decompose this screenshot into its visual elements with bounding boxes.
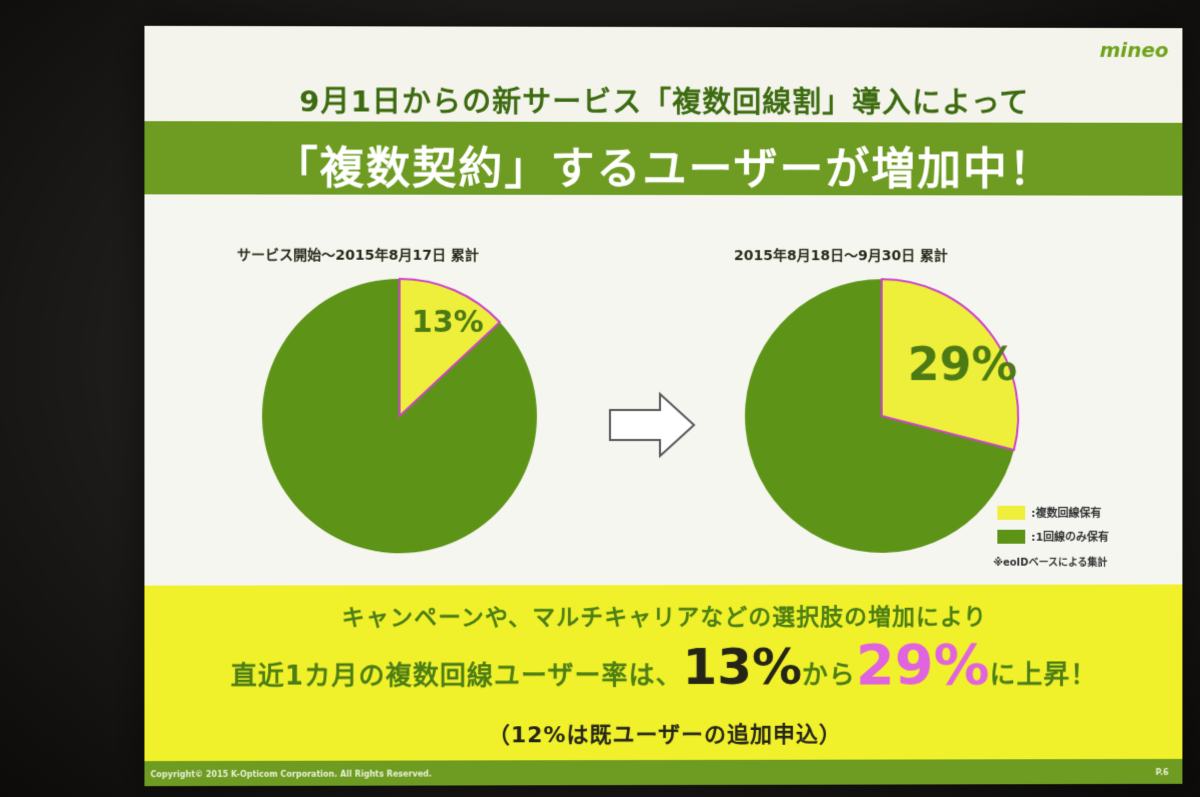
summary-suffix: に上昇！ xyxy=(990,660,1098,690)
summary-line-3: （12%は既ユーザーの追加申込） xyxy=(144,716,1182,750)
legend-label-single: :1回線のみ保有 xyxy=(1031,529,1109,545)
summary-from-value: 13% xyxy=(682,638,802,696)
legend-item: :複数回線保有 xyxy=(997,503,1109,523)
slide-title: 「複数契約」するユーザーが増加中！ xyxy=(144,132,1182,197)
presentation-slide: mineo 9月1日からの新サービス「複数回線割」導入によって 「複数契約」する… xyxy=(144,26,1182,786)
summary-prefix: 直近1カ月の複数回線ユーザー率は、 xyxy=(231,661,683,692)
legend-swatch-multi xyxy=(997,506,1025,520)
pie-chart-right xyxy=(743,277,1020,555)
mineo-logo: mineo xyxy=(1100,38,1169,62)
right-arrow-icon xyxy=(608,390,698,460)
summary-line-2: 直近1カ月の複数回線ユーザー率は、13%から29%に上昇！ xyxy=(144,632,1182,699)
page-number: P.6 xyxy=(1156,768,1169,777)
summary-line-1: キャンペーンや、マルチキャリアなどの選択肢の増加により xyxy=(144,597,1182,632)
chart-legend: :複数回線保有 :1回線のみ保有 xyxy=(997,503,1109,551)
pie-right-data-label: 29% xyxy=(888,337,1037,391)
chart-right-title: 2015年8月18日～9月30日 累計 xyxy=(734,245,948,265)
slide-subtitle: 9月1日からの新サービス「複数回線割」導入によって xyxy=(144,78,1182,122)
footnote: ※eoIDベースによる集計 xyxy=(993,554,1107,569)
summary-mid: から xyxy=(802,661,856,691)
chart-left-title: サービス開始～2015年8月17日 累計 xyxy=(237,245,479,265)
legend-swatch-single xyxy=(997,530,1025,544)
copyright-text: Copyright© 2015 K-Opticom Corporation. A… xyxy=(150,769,431,779)
pie-left-data-label: 13% xyxy=(398,305,498,340)
summary-to-value: 29% xyxy=(856,633,990,698)
legend-label-multi: :複数回線保有 xyxy=(1031,505,1101,521)
legend-item: :1回線のみ保有 xyxy=(997,527,1109,547)
